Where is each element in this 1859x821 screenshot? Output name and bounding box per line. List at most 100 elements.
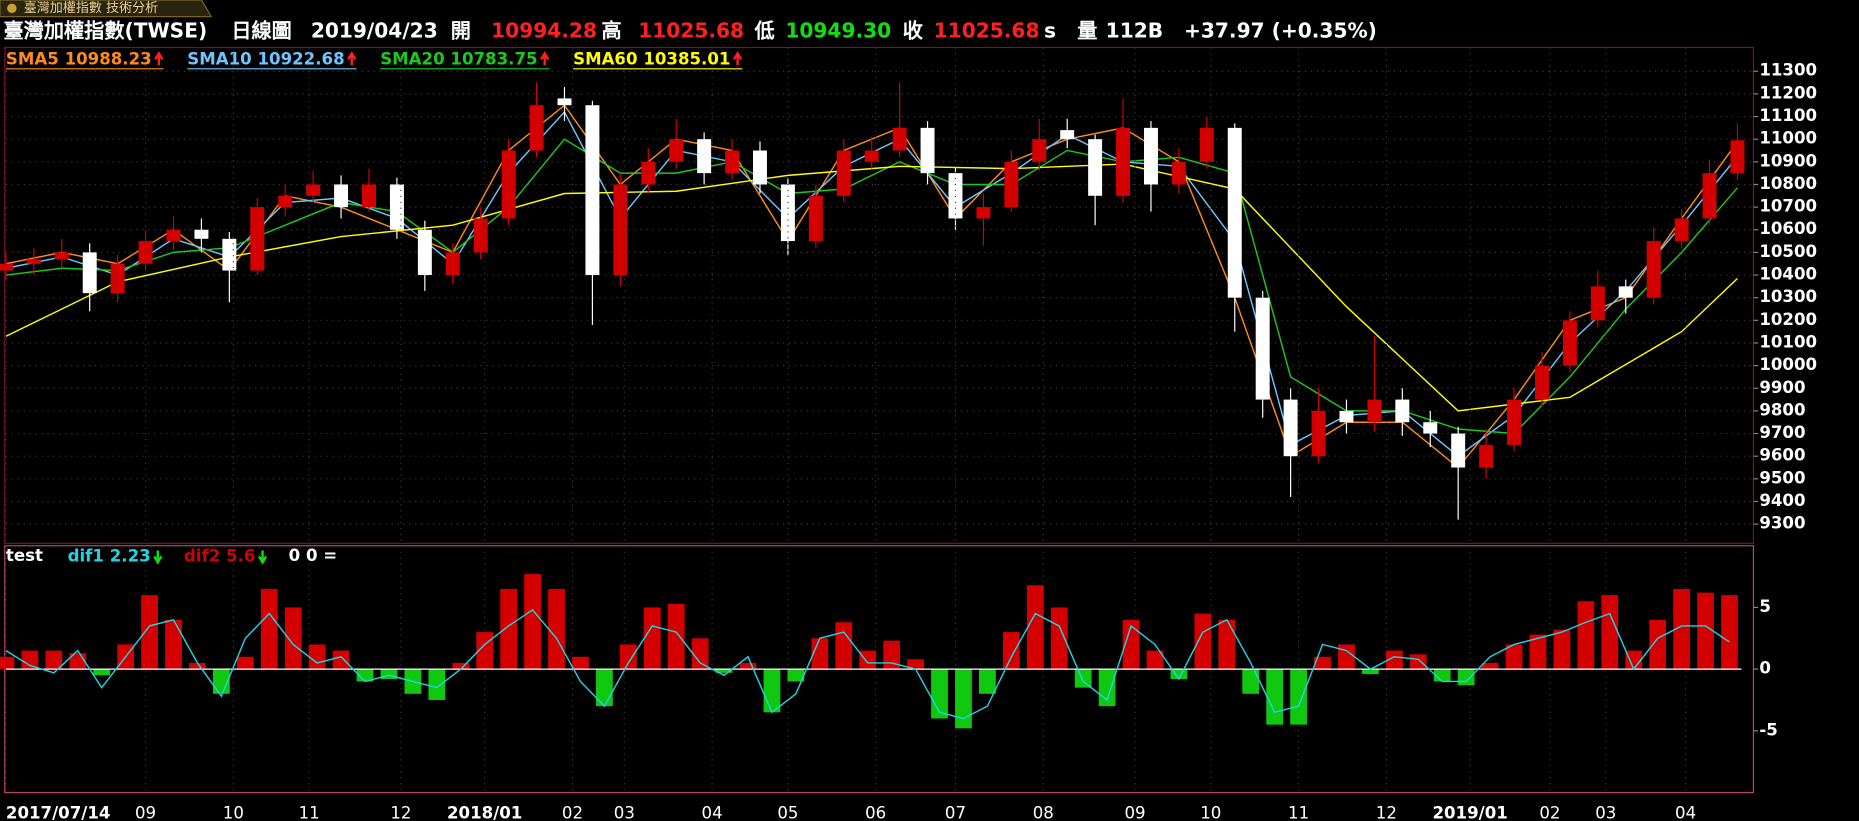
up-arrow [154,51,164,66]
close-label: 收 [903,19,924,43]
candle-body [669,139,684,162]
x-tick-label: 06 [865,803,886,821]
histogram-bar [1338,644,1355,670]
y-tick-label: -5 [1759,720,1777,739]
y-tick-label: 9700 [1759,423,1805,442]
histogram-bar [1601,595,1619,670]
up-arrow [540,51,550,66]
y-tick-label: 9500 [1759,468,1805,487]
candle-body [334,184,349,208]
histogram-bar [859,650,877,670]
candle-body [753,150,767,185]
legend-item: SMA10 10922.68 [187,49,344,68]
histogram-bar [835,622,853,670]
histogram-bar [715,669,733,673]
y-tick-label: 9400 [1759,491,1805,510]
y-tick-label: 10000 [1759,355,1817,374]
sma-line [5,138,1738,435]
candle-body [445,252,460,276]
legend-item: SMA60 10385.01 [573,49,730,68]
candle-body [641,161,656,185]
histogram-bar [0,656,15,670]
tab[interactable] [0,0,213,18]
histogram-bar [380,669,398,679]
histogram-bar [236,656,254,670]
histogram-bar [1002,632,1020,670]
x-tick-label: 12 [390,803,411,821]
histogram-bar [308,644,326,670]
period[interactable]: 日線圖 [231,19,291,43]
candle-body [278,195,293,208]
candle-body [1507,399,1522,445]
histogram-bar [165,619,182,670]
candle-body [417,229,432,276]
candle-body [1451,433,1466,468]
open-value: 10994.28 [491,19,597,43]
candle-body [892,127,907,151]
high-label: 高 [601,19,621,43]
candle-body [1395,399,1410,423]
x-tick-label: 09 [135,803,156,821]
tab-title[interactable]: 臺灣加權指數 技術分析 [24,1,158,16]
x-tick-label: 03 [614,803,635,821]
histogram-bar [787,669,805,682]
candle-body [501,150,516,219]
candle-body [1255,297,1270,400]
candle-body [1004,161,1019,208]
legend-name: SMA20 [380,49,444,68]
x-tick-label: 07 [945,803,966,821]
candle-body [26,259,41,264]
y-tick-label: 11200 [1759,83,1817,102]
legend-value: 10922.68 [257,49,344,68]
candle-body [222,238,237,271]
x-tick-label: 2018/01 [447,803,522,821]
legend-name: SMA60 [573,49,637,68]
candle-body [1116,127,1131,196]
candle-body [557,98,572,106]
x-tick-label: 08 [1033,803,1054,821]
histogram-bar [45,650,63,670]
histogram-bar [1074,669,1092,688]
histogram-bar [619,644,637,670]
histogram-bar [1170,669,1188,679]
histogram-bar [1266,669,1284,725]
candle-body [54,252,69,260]
histogram-bar [21,650,39,670]
y-tick-label: 10900 [1759,151,1817,170]
high-value: 11025.68 [638,19,744,43]
candle-body [1423,422,1438,434]
candle-body [82,252,97,294]
candle-body [836,150,851,196]
candle-body [1702,173,1717,219]
candle-body [1674,218,1689,242]
indicator-line [5,608,1730,720]
header: 臺灣加權指數(TWSE) 日線圖 2019/04/23 開 10994.28 高… [4,19,1377,43]
candle-body [1562,320,1577,366]
candle-body [1311,410,1326,457]
volume-label: 量 [1077,19,1097,43]
histogram-bar [189,662,206,670]
x-tick-label: 10 [1200,803,1221,821]
candle-body [473,218,488,253]
candle-body [613,184,628,276]
histogram-bar [1194,613,1212,670]
x-tick-label: 11 [299,803,320,821]
histogram-bar [500,588,518,670]
histogram-bar [1314,656,1331,670]
histogram-bar [1242,669,1260,694]
y-tick-label: 10500 [1759,242,1817,261]
y-tick-label: 10800 [1759,174,1817,193]
price-panel [4,46,1755,544]
y-tick-label: 10400 [1759,265,1817,284]
legend-item: dif2 5.6 [184,546,256,565]
x-tick-label: 02 [1539,803,1560,821]
x-tick-label: 05 [777,803,798,821]
flag: s [1044,19,1056,43]
tab-icon [7,3,17,14]
candle-body [1618,286,1633,298]
candle-body [1479,444,1494,468]
y-tick-label: 10600 [1759,219,1817,238]
histogram-bar [1697,592,1714,670]
open-label: 開 [451,19,471,43]
